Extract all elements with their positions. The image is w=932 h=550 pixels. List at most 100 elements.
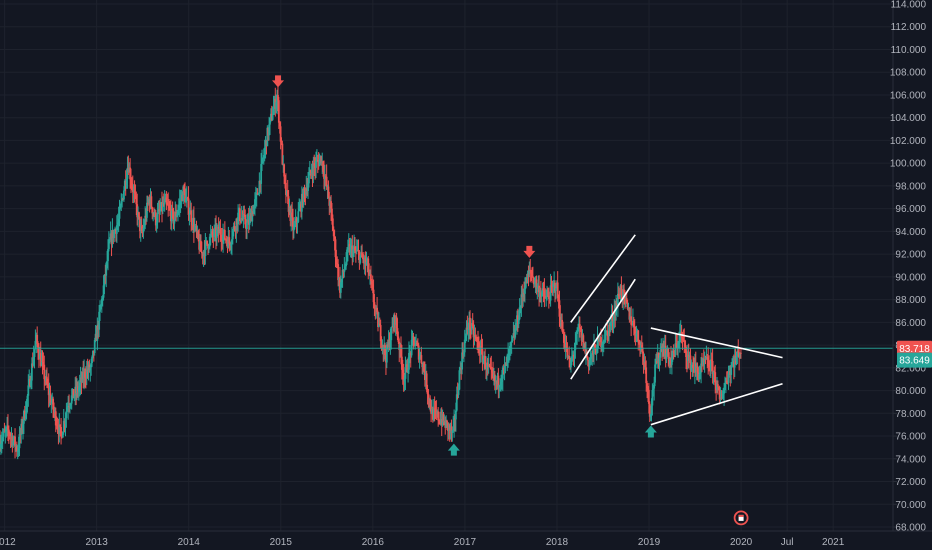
- candle-down: [572, 354, 575, 356]
- candle-down: [481, 349, 484, 363]
- candle-up: [123, 180, 126, 191]
- time-tick-label: 2019: [638, 537, 661, 548]
- candle-down: [543, 290, 546, 296]
- candle-down: [401, 369, 404, 373]
- candle-up: [653, 382, 656, 389]
- arrow-up-icon[interactable]: [644, 425, 657, 438]
- price-tick-label: 70.000: [895, 500, 926, 511]
- candle-down: [295, 218, 298, 223]
- candle-up: [622, 289, 625, 299]
- arrow-up-icon[interactable]: [447, 443, 460, 456]
- candle-down: [425, 373, 428, 390]
- candle-down: [167, 204, 170, 207]
- trendline[interactable]: [650, 382, 783, 426]
- candle-up: [66, 407, 69, 412]
- candle-up: [344, 266, 347, 270]
- candle-up: [727, 373, 730, 383]
- candle-down: [554, 282, 556, 291]
- candle-up: [593, 344, 595, 355]
- candle-up: [608, 324, 610, 337]
- candle-down: [628, 307, 631, 320]
- candle-up: [22, 423, 24, 430]
- candle-up: [98, 311, 101, 330]
- candle-up: [665, 353, 668, 359]
- candle-down: [154, 212, 157, 226]
- candle-down: [450, 426, 453, 433]
- candle-up: [177, 205, 180, 210]
- candle-up: [731, 363, 733, 367]
- price-tick-label: 86.000: [895, 318, 926, 329]
- trendline[interactable]: [650, 327, 783, 359]
- candle-down: [740, 352, 742, 354]
- candle-down: [632, 320, 635, 327]
- price-axis[interactable]: 68.000 70.000 72.000 74.000 76.000 78.000 80.0…: [890, 0, 927, 534]
- candle-down: [354, 246, 356, 251]
- time-axis[interactable]: 2012 2013 2014 2015 2016 2017 2018 2019 2020 Jul 2…: [0, 537, 845, 548]
- candle-down: [664, 345, 667, 359]
- candle-up: [318, 159, 321, 166]
- candle-up: [170, 208, 173, 222]
- candle-down: [580, 329, 583, 341]
- candle-up: [716, 384, 718, 390]
- candle-up: [209, 234, 212, 237]
- candle-down: [696, 366, 699, 373]
- candle-up: [69, 405, 71, 407]
- candle-down: [285, 182, 287, 195]
- candle-up: [312, 163, 315, 176]
- candle-up: [69, 403, 72, 406]
- candle-up: [526, 273, 529, 284]
- candle-down: [336, 262, 339, 265]
- candle-down: [434, 409, 437, 411]
- candle-down: [640, 345, 643, 348]
- candle-up: [30, 363, 33, 381]
- candle-up: [296, 221, 299, 223]
- candle-up: [204, 241, 207, 257]
- candle-up: [17, 448, 20, 452]
- candle-up: [298, 208, 301, 212]
- candle-down: [538, 285, 540, 297]
- candle-up: [519, 307, 522, 309]
- candle-down: [377, 312, 379, 328]
- candle-up: [612, 321, 615, 323]
- candle-down: [720, 397, 723, 400]
- arrow-down-icon[interactable]: [272, 75, 285, 88]
- candle-up: [297, 211, 300, 222]
- candle-up: [677, 343, 679, 348]
- annotation-markers[interactable]: [272, 75, 749, 526]
- candle-down: [623, 289, 625, 293]
- candle-down: [626, 302, 629, 309]
- trendline[interactable]: [570, 234, 636, 323]
- trendlines[interactable]: [570, 234, 783, 426]
- candle-up: [604, 331, 607, 341]
- candle-up: [576, 330, 579, 334]
- candle-up: [410, 339, 413, 356]
- candle-down: [718, 390, 721, 400]
- candle-down: [558, 300, 561, 317]
- candle-down: [433, 408, 436, 410]
- candle-up: [509, 341, 512, 347]
- candle-down: [362, 257, 364, 260]
- candle-up: [16, 451, 19, 453]
- candle-down: [547, 296, 550, 299]
- candle-up: [346, 247, 349, 250]
- candle-down: [334, 239, 337, 258]
- candle-up: [308, 175, 310, 184]
- candle-down: [486, 362, 489, 367]
- candle-up: [733, 356, 736, 368]
- candle-down: [470, 329, 472, 331]
- time-tick-label: 2017: [454, 537, 477, 548]
- arrow-down-icon[interactable]: [523, 245, 536, 258]
- price-tick-label: 112.000: [891, 22, 927, 33]
- candle-down: [606, 330, 609, 332]
- candle-up: [248, 216, 251, 225]
- price-tick-label: 114.000: [891, 0, 927, 11]
- trendline[interactable]: [570, 278, 636, 380]
- candle-down: [332, 230, 335, 237]
- candle-up: [64, 418, 67, 424]
- candle-up: [92, 350, 94, 357]
- candle-down: [472, 326, 475, 338]
- candle-down: [331, 218, 334, 231]
- candle-down: [238, 208, 241, 222]
